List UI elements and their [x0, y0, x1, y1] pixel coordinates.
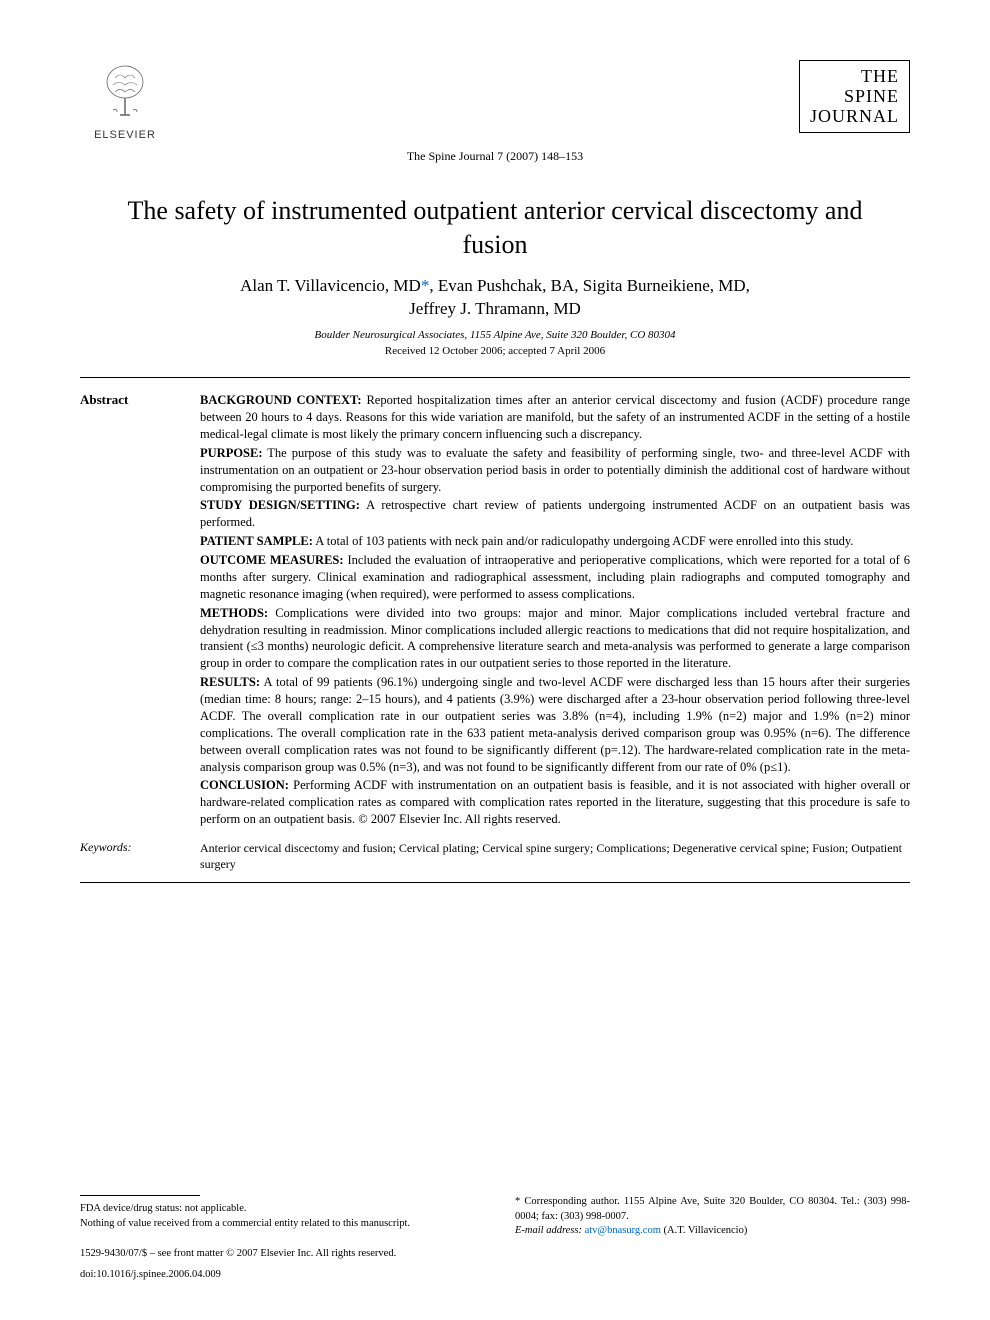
header-row: ELSEVIER THE SPINE JOURNAL	[80, 60, 910, 141]
abstract-body: BACKGROUND CONTEXT: Reported hospitaliza…	[200, 392, 910, 830]
author-segment-1: Alan T. Villavicencio, MD	[240, 276, 421, 295]
purpose-text: The purpose of this study was to evaluat…	[200, 446, 910, 494]
publisher-logo: ELSEVIER	[80, 60, 170, 141]
methods-text: Complications were divided into two grou…	[200, 606, 910, 671]
authors: Alan T. Villavicencio, MD*, Evan Pushcha…	[80, 274, 910, 322]
results-head: RESULTS:	[200, 675, 260, 689]
journal-logo-line3: JOURNAL	[810, 107, 899, 127]
footer-right: * Corresponding author. 1155 Alpine Ave,…	[515, 1195, 910, 1238]
conclusion-head: CONCLUSION:	[200, 778, 289, 792]
email-line: E-mail address: atv@bnasurg.com (A.T. Vi…	[515, 1224, 910, 1238]
background-head: BACKGROUND CONTEXT:	[200, 393, 362, 407]
keywords-body: Anterior cervical discectomy and fusion;…	[200, 840, 910, 872]
email-label: E-mail address:	[515, 1225, 585, 1236]
divider-top	[80, 377, 910, 378]
abstract-block: Abstract BACKGROUND CONTEXT: Reported ho…	[80, 392, 910, 830]
email-link[interactable]: atv@bnasurg.com	[585, 1225, 661, 1236]
divider-bottom	[80, 882, 910, 883]
footnote-rule	[80, 1195, 200, 1196]
fda-status: FDA device/drug status: not applicable.	[80, 1202, 475, 1216]
journal-logo-line1: THE	[810, 67, 899, 87]
results-text: A total of 99 patients (96.1%) undergoin…	[200, 675, 910, 773]
footer-left: FDA device/drug status: not applicable. …	[80, 1195, 475, 1238]
affiliation: Boulder Neurosurgical Associates, 1155 A…	[80, 329, 910, 341]
publisher-name: ELSEVIER	[80, 129, 170, 141]
sample-text: A total of 103 patients with neck pain a…	[313, 534, 854, 548]
doi-line: doi:10.1016/j.spinee.2006.04.009	[80, 1269, 910, 1280]
disclosure: Nothing of value received from a commerc…	[80, 1217, 475, 1231]
sample-head: PATIENT SAMPLE:	[200, 534, 313, 548]
article-dates: Received 12 October 2006; accepted 7 Apr…	[80, 345, 910, 357]
keywords-label: Keywords:	[80, 840, 170, 872]
conclusion-text: Performing ACDF with instrumentation on …	[200, 778, 910, 826]
issn-line: 1529-9430/07/$ – see front matter © 2007…	[80, 1248, 910, 1259]
email-suffix: (A.T. Villavicencio)	[661, 1225, 747, 1236]
abstract-label: Abstract	[80, 392, 170, 830]
outcome-head: OUTCOME MEASURES:	[200, 553, 344, 567]
methods-head: METHODS:	[200, 606, 268, 620]
footer-columns: FDA device/drug status: not applicable. …	[80, 1195, 910, 1238]
author-segment-2: Jeffrey J. Thramann, MD	[409, 299, 581, 318]
journal-logo: THE SPINE JOURNAL	[799, 60, 910, 133]
footer: FDA device/drug status: not applicable. …	[80, 1195, 910, 1280]
author-segment-1b: , Evan Pushchak, BA, Sigita Burneikiene,…	[429, 276, 750, 295]
purpose-head: PURPOSE:	[200, 446, 263, 460]
journal-logo-line2: SPINE	[810, 87, 899, 107]
keywords-block: Keywords: Anterior cervical discectomy a…	[80, 840, 910, 872]
journal-reference: The Spine Journal 7 (2007) 148–153	[80, 149, 910, 164]
elsevier-tree-icon	[80, 60, 170, 129]
design-head: STUDY DESIGN/SETTING:	[200, 498, 360, 512]
corresponding-author: * Corresponding author. 1155 Alpine Ave,…	[515, 1195, 910, 1223]
article-title: The safety of instrumented outpatient an…	[80, 194, 910, 262]
